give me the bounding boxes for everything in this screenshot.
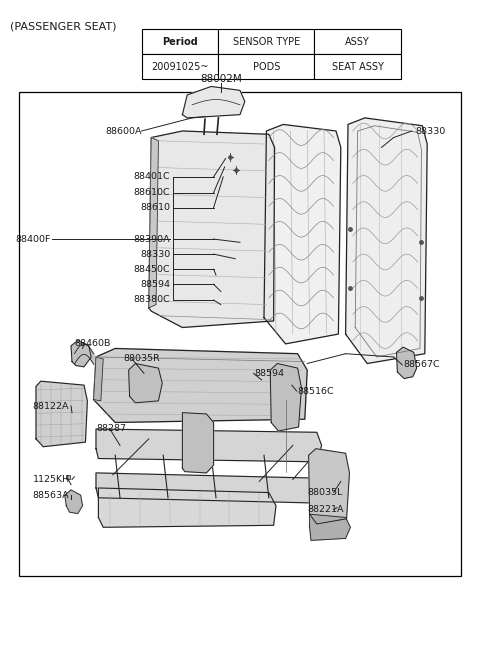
Bar (314, 29, 401, 54)
Text: 88122A: 88122A (33, 402, 69, 411)
Polygon shape (182, 413, 214, 473)
Text: (PASSENGER SEAT): (PASSENGER SEAT) (10, 21, 116, 31)
Polygon shape (149, 131, 275, 328)
Text: PODS: PODS (252, 62, 280, 72)
Bar (19, 92, 461, 576)
Polygon shape (270, 364, 301, 431)
Text: ASSY: ASSY (345, 37, 370, 47)
Polygon shape (96, 473, 322, 503)
Text: 88610C: 88610C (134, 188, 170, 197)
Polygon shape (129, 364, 162, 403)
Bar (218, 54, 314, 79)
Polygon shape (36, 381, 87, 447)
Text: 88380C: 88380C (133, 295, 170, 305)
Text: 88594: 88594 (254, 369, 284, 378)
Text: 88563A: 88563A (33, 491, 69, 500)
Text: 88400F: 88400F (15, 234, 50, 244)
Text: 88600A: 88600A (105, 126, 142, 136)
Text: 88390A: 88390A (134, 234, 170, 244)
Polygon shape (346, 118, 427, 364)
Text: 88330: 88330 (415, 126, 445, 136)
Polygon shape (309, 449, 349, 524)
Polygon shape (94, 348, 307, 422)
Text: 88450C: 88450C (134, 265, 170, 274)
Polygon shape (310, 514, 350, 540)
Polygon shape (396, 347, 417, 379)
Text: 88035R: 88035R (124, 354, 161, 364)
Text: 88035L: 88035L (307, 488, 343, 497)
Text: 88221A: 88221A (307, 505, 344, 514)
Polygon shape (94, 357, 103, 401)
Text: SENSOR TYPE: SENSOR TYPE (233, 37, 300, 47)
Bar (314, 54, 401, 79)
Text: 88287: 88287 (96, 424, 126, 433)
Bar (142, 29, 218, 54)
Polygon shape (96, 429, 322, 462)
Polygon shape (98, 488, 276, 527)
Bar (142, 54, 218, 79)
Text: 88610: 88610 (140, 203, 170, 212)
Text: SEAT ASSY: SEAT ASSY (332, 62, 384, 72)
Polygon shape (149, 138, 158, 308)
Bar (218, 29, 314, 54)
Text: 88516C: 88516C (298, 386, 334, 396)
Text: 88002M: 88002M (200, 73, 241, 84)
Text: 88401C: 88401C (134, 172, 170, 181)
Text: 88460B: 88460B (74, 339, 111, 348)
Text: Period: Period (162, 37, 198, 47)
Polygon shape (65, 490, 83, 514)
Polygon shape (182, 86, 245, 118)
Text: 88567C: 88567C (403, 360, 440, 369)
Polygon shape (264, 124, 341, 344)
Polygon shape (71, 341, 91, 367)
Text: 20091025~: 20091025~ (151, 62, 209, 72)
Text: 88594: 88594 (140, 280, 170, 289)
Text: 1125KH: 1125KH (33, 475, 70, 484)
Text: 88330: 88330 (140, 250, 170, 259)
